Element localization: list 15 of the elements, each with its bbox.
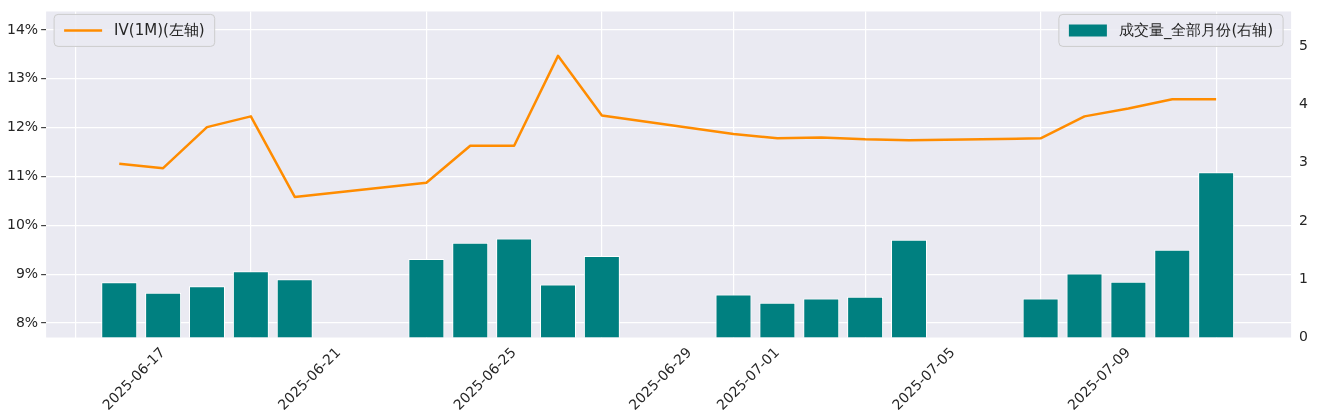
y-tick-label: 13% xyxy=(6,69,39,86)
y2-tick-label: 0 xyxy=(1299,328,1309,345)
y-tick-label: 14% xyxy=(6,20,39,37)
y-tick-label: 9% xyxy=(15,264,39,281)
y-tick-label: 12% xyxy=(6,118,39,135)
legend-label: 成交量_全部月份(右轴) xyxy=(1118,21,1274,41)
y-tick-label: 10% xyxy=(6,215,39,232)
y2-tick-label: 4 xyxy=(1299,95,1309,112)
y2-tick-label: 5 xyxy=(1299,36,1309,53)
y-tick-label: 8% xyxy=(15,313,39,330)
y2-tick-label: 3 xyxy=(1299,153,1309,170)
y-tick-label: 11% xyxy=(6,167,39,184)
y2-tick-label: 2 xyxy=(1299,211,1309,228)
y2-tick-label: 1 xyxy=(1299,269,1309,286)
legend-label: IV(1M)(左轴) xyxy=(114,21,205,40)
